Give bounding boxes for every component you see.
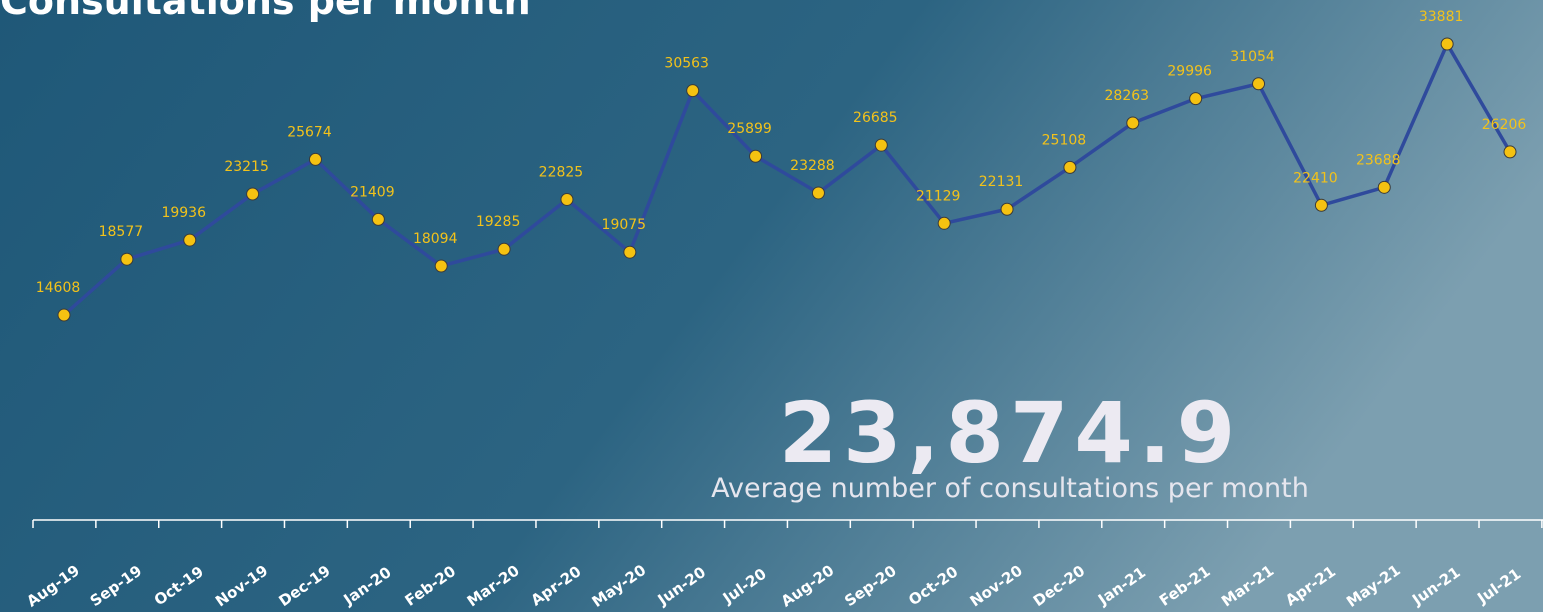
data-label: 18577	[99, 224, 144, 240]
average-caption: Average number of consultations per mont…	[711, 473, 1309, 504]
data-point	[687, 85, 699, 97]
data-point	[435, 260, 447, 272]
data-label: 23215	[224, 159, 269, 175]
data-label: 22131	[979, 174, 1024, 190]
data-point	[372, 213, 384, 225]
data-point	[624, 246, 636, 258]
data-point	[58, 309, 70, 321]
data-label: 19285	[476, 214, 521, 230]
data-label: 26206	[1482, 117, 1527, 133]
data-point	[247, 188, 259, 200]
data-point	[1001, 203, 1013, 215]
data-point	[1127, 117, 1139, 129]
data-point	[812, 187, 824, 199]
data-label: 19075	[602, 217, 647, 233]
data-point	[1441, 38, 1453, 50]
data-point	[121, 253, 133, 265]
data-point	[750, 150, 762, 162]
average-value: 23,874.9	[779, 384, 1242, 482]
data-label: 31054	[1230, 49, 1275, 65]
data-point	[938, 217, 950, 229]
data-label: 25674	[287, 124, 332, 140]
data-label: 28263	[1105, 88, 1150, 104]
data-label: 22410	[1293, 170, 1338, 186]
data-label: 29996	[1167, 64, 1212, 80]
data-label: 18094	[413, 231, 458, 247]
data-label: 25108	[1042, 132, 1087, 148]
data-label: 23688	[1356, 152, 1401, 168]
data-point	[1190, 93, 1202, 105]
chart-title: Consultations per month	[0, 0, 531, 23]
data-point	[184, 234, 196, 246]
data-label: 25899	[727, 121, 772, 137]
data-label: 33881	[1419, 9, 1464, 25]
data-point	[498, 243, 510, 255]
data-point	[1378, 181, 1390, 193]
data-point	[1253, 78, 1265, 90]
data-label: 19936	[161, 205, 206, 221]
data-label: 21129	[916, 188, 961, 204]
data-label: 26685	[853, 110, 898, 126]
data-label: 30563	[664, 56, 709, 72]
page: {"chart_data": {"type": "line", "title":…	[0, 0, 1543, 612]
data-point	[1064, 161, 1076, 173]
data-point	[561, 193, 573, 205]
data-point	[309, 153, 321, 165]
data-point	[1504, 146, 1516, 158]
data-label: 22825	[539, 164, 584, 180]
data-point	[875, 139, 887, 151]
data-label: 21409	[350, 184, 395, 200]
data-label: 23288	[790, 158, 835, 174]
data-label: 14608	[36, 280, 81, 296]
chart: Consultations per month 23,874.9 Average…	[0, 0, 1543, 612]
data-point	[1315, 199, 1327, 211]
